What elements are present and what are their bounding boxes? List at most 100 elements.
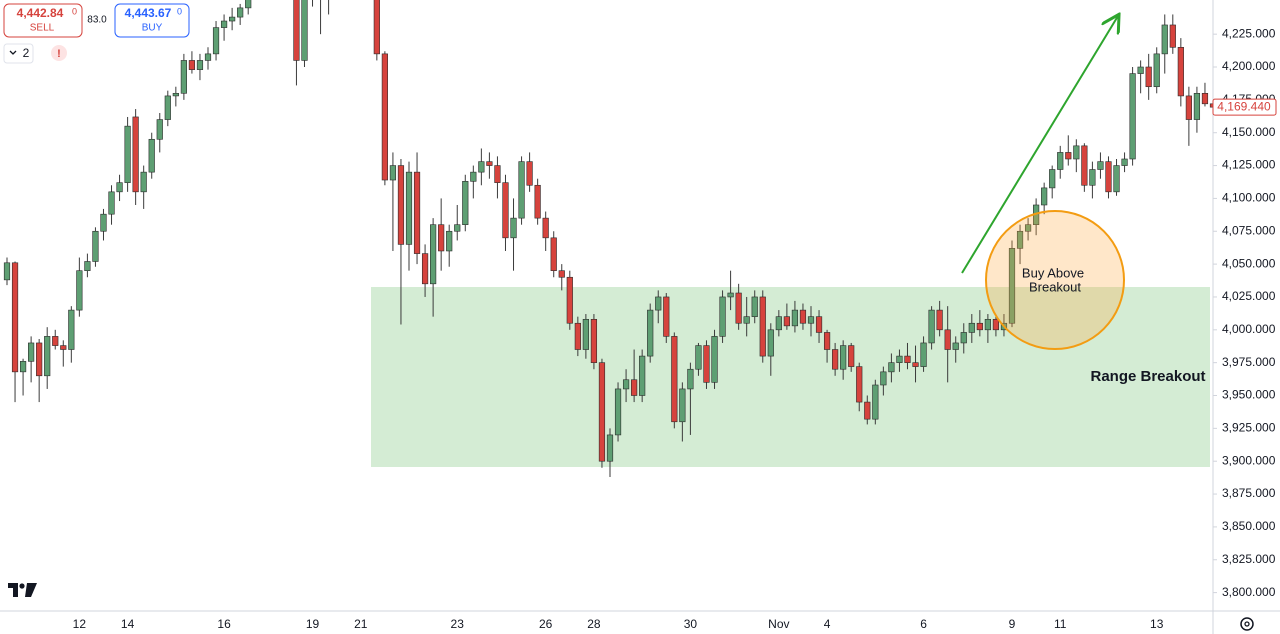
candle-body <box>534 184 541 219</box>
candle-body <box>1016 230 1024 249</box>
candle-body <box>462 181 469 225</box>
breakout-circle <box>985 210 1125 350</box>
candle-body <box>542 217 549 239</box>
time-axis: 12 14 16 19 21 23 26 28 30 Nov 4 6 9 11 13 <box>73 617 1164 631</box>
candle-body <box>132 116 139 193</box>
candle-body <box>952 342 959 350</box>
candle-body <box>494 165 501 183</box>
candle-body <box>140 171 147 193</box>
x-tick-label: Nov <box>768 617 789 631</box>
candle-body <box>188 60 196 70</box>
x-tick-label: 21 <box>354 617 368 631</box>
candle-body <box>237 7 244 18</box>
y-tick-label: 3,975.000 <box>1222 355 1276 369</box>
last-price-box <box>1212 98 1277 116</box>
buy-sup: 0 <box>177 6 182 16</box>
y-tick-label: 3,925.000 <box>1222 421 1276 435</box>
candle-body <box>590 318 598 363</box>
y-tick-label: 4,125.000 <box>1222 158 1276 172</box>
candle-body <box>413 171 421 254</box>
y-tick-label: 3,950.000 <box>1222 388 1276 402</box>
logo <box>8 583 37 597</box>
candle-body <box>92 230 99 262</box>
price-axis: 4,225.0004,200.0004,175.0004,150.0004,12… <box>1213 26 1276 599</box>
candle-body <box>172 92 179 97</box>
candle-body <box>823 332 831 350</box>
candle-body <box>1169 24 1176 48</box>
y-tick-label: 4,150.000 <box>1222 125 1276 139</box>
candle-body <box>36 342 43 377</box>
candle-body <box>405 171 413 245</box>
candle-body <box>204 53 212 61</box>
candle-body <box>229 16 236 22</box>
candle-body <box>614 388 622 436</box>
candle-body <box>711 336 718 383</box>
candle-body <box>1193 92 1201 120</box>
candle-body <box>397 165 405 245</box>
candle-body <box>647 309 654 357</box>
candle-body <box>293 0 300 61</box>
buy-label: BUY <box>142 23 163 34</box>
candle-body <box>438 224 445 252</box>
candle-body <box>1057 152 1064 170</box>
candle-body <box>960 332 967 344</box>
candle-body <box>1081 145 1088 186</box>
candle-body <box>1121 158 1128 166</box>
sell-sup: 0 <box>72 6 77 16</box>
candle-body <box>743 316 750 324</box>
x-tick-label: 30 <box>684 617 698 631</box>
candle-body <box>920 342 927 367</box>
candle-body <box>566 276 573 324</box>
candle-body <box>470 171 477 182</box>
candle-body <box>944 329 951 350</box>
candle-body <box>799 309 807 324</box>
candle-body <box>671 336 678 423</box>
sell-label: SELL <box>30 23 55 34</box>
candle-body <box>446 230 453 252</box>
candle-body <box>976 322 983 331</box>
x-tick-label: 28 <box>587 617 601 631</box>
annotation: Breakout <box>1029 279 1081 294</box>
y-tick-label: 3,900.000 <box>1222 453 1276 467</box>
candle-body <box>968 322 975 333</box>
last-price-label: 4,169.440 <box>1217 99 1271 113</box>
candle-body <box>936 309 943 331</box>
candle-body <box>526 161 533 186</box>
candle-body <box>719 296 726 337</box>
candle-body <box>1089 169 1096 186</box>
candle-body <box>1185 95 1192 120</box>
y-tick-label: 4,100.000 <box>1222 191 1276 205</box>
sell-button[interactable]: 4,442.84 0 SELL <box>3 3 83 38</box>
candle-body <box>44 336 51 377</box>
x-tick-label: 9 <box>1009 617 1016 631</box>
candle-body <box>454 224 461 232</box>
candle-body <box>518 161 525 219</box>
candle-body <box>116 182 123 193</box>
candle-body <box>3 262 11 281</box>
candle-body <box>848 345 855 367</box>
candle-body <box>606 434 614 462</box>
indicator-toggle[interactable]: 2 <box>3 43 34 64</box>
candle-body <box>1113 165 1120 193</box>
candle-body <box>245 0 252 9</box>
x-tick-label: 13 <box>1150 617 1164 631</box>
alert-icon[interactable]: ! <box>51 45 67 61</box>
candle-body <box>984 318 991 331</box>
settings-button[interactable] <box>1240 617 1254 631</box>
alert: ! <box>57 48 61 60</box>
candle-body <box>622 379 630 390</box>
y-tick-label: 4,225.000 <box>1222 26 1276 40</box>
x-tick-label: 23 <box>451 617 465 631</box>
y-tick-label: 3,825.000 <box>1222 552 1276 566</box>
candle-body <box>486 161 493 166</box>
candle-body <box>655 296 662 311</box>
candle-body <box>759 296 766 357</box>
buy-button[interactable]: 4,443.67 0 BUY <box>114 3 190 38</box>
candle-body <box>156 119 163 140</box>
candle-body <box>421 253 429 285</box>
x-tick-label: 19 <box>306 617 320 631</box>
candle-body <box>582 318 589 350</box>
candle-body <box>598 362 606 462</box>
candle-body <box>663 296 670 337</box>
